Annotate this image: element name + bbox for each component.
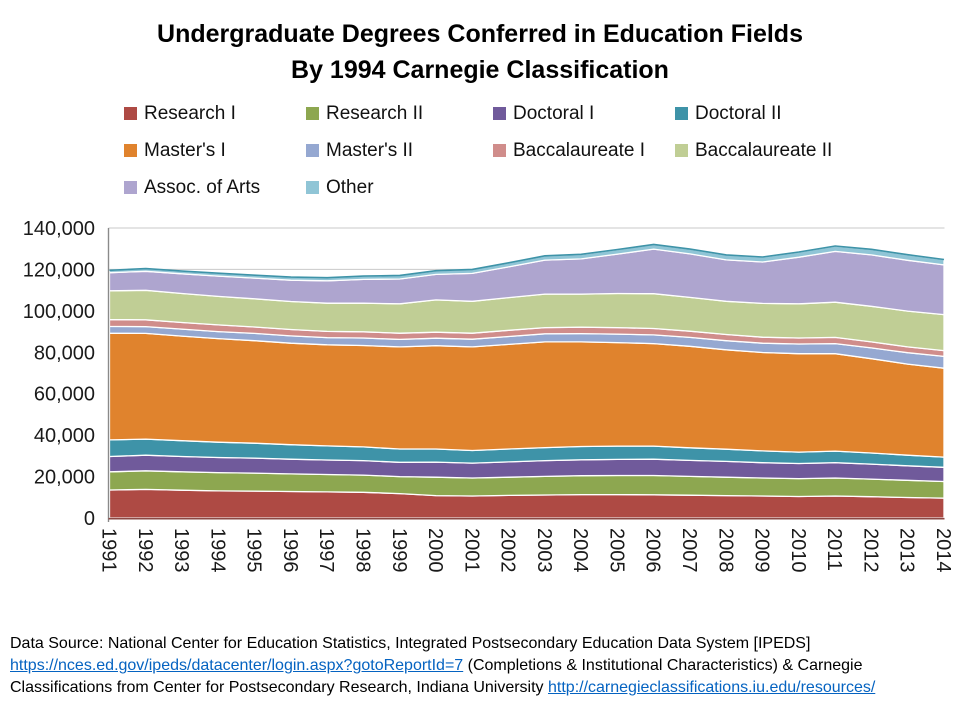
legend-swatch-icon — [124, 181, 137, 194]
source-line3-pre: Classifications from Center for Postseco… — [10, 679, 548, 696]
legend-swatch-icon — [306, 144, 319, 157]
y-axis-tick-label: 20,000 — [34, 467, 95, 489]
legend-item-baccalaureate-i: Baccalaureate I — [493, 137, 675, 164]
stacked-area-chart: 0 20,000 40,000 60,000 80,000 100,000 120,000 1… — [0, 210, 960, 620]
stack-top-edge — [109, 243, 945, 279]
y-axis-tick-label: 120,000 — [23, 259, 95, 281]
chart-title-line2: By 1994 Carnegie Classification — [291, 56, 669, 84]
ipeds-link[interactable]: https://nces.ed.gov/ipeds/datacenter/log… — [10, 657, 464, 674]
x-axis-tick-label: 2000 — [424, 528, 446, 573]
chart-title: Undergraduate Degrees Conferred in Educa… — [0, 16, 960, 88]
x-axis-tick-label: 2001 — [460, 528, 482, 573]
x-axis-tick-label: 1994 — [206, 528, 228, 573]
legend-label: Baccalaureate II — [695, 139, 833, 161]
chart-legend: Research I Research II Doctoral I Doctoral … — [124, 100, 885, 201]
legend-item-assoc-of-arts: Assoc. of Arts — [124, 174, 306, 201]
legend-label: Assoc. of Arts — [144, 176, 261, 198]
legend-swatch-icon — [306, 181, 319, 194]
legend-item-doctoral-i: Doctoral I — [493, 100, 675, 127]
chart-title-line1: Undergraduate Degrees Conferred in Educa… — [157, 20, 803, 48]
x-axis-tick-label: 2013 — [896, 528, 918, 573]
x-axis-tick-label: 2007 — [678, 528, 700, 573]
x-axis-tick-label: 2011 — [823, 528, 845, 571]
x-axis-tick-label: 1993 — [170, 528, 192, 573]
x-axis-tick-label: 2014 — [932, 528, 954, 573]
x-axis-tick-label: 1995 — [243, 528, 265, 573]
x-axis-tick-label: 2005 — [605, 528, 627, 573]
legend-label: Other — [326, 176, 374, 198]
y-axis-tick-label: 140,000 — [23, 218, 95, 240]
legend-item-master-s-i: Master's I — [124, 137, 306, 164]
y-axis-tick-label: 40,000 — [34, 425, 95, 447]
x-axis-tick-label: 2012 — [859, 528, 881, 573]
chart-canvas: 0 20,000 40,000 60,000 80,000 100,000 120,000 1… — [23, 218, 954, 573]
source-line2: https://nces.ed.gov/ipeds/datacenter/log… — [10, 655, 955, 677]
legend-label: Master's I — [144, 139, 226, 161]
x-axis-tick-label: 2004 — [569, 528, 591, 573]
y-axis-tick-label: 80,000 — [34, 342, 95, 364]
legend-swatch-icon — [675, 144, 688, 157]
legend-item-other: Other — [306, 174, 493, 201]
x-axis-tick-label: 2003 — [533, 528, 555, 573]
carnegie-link[interactable]: http://carnegieclassifications.iu.edu/re… — [548, 679, 876, 696]
x-axis-tick-label: 2002 — [497, 528, 519, 573]
data-source-note: Data Source: National Center for Educati… — [10, 633, 955, 699]
legend-swatch-icon — [124, 107, 137, 120]
x-axis-tick-label: 1996 — [279, 528, 301, 573]
legend-item-research-ii: Research II — [306, 100, 493, 127]
x-axis-tick-label: 2008 — [714, 528, 736, 573]
y-axis-tick-label: 0 — [84, 508, 95, 530]
legend-item-research-i: Research I — [124, 100, 306, 127]
legend-item-doctoral-ii: Doctoral II — [675, 100, 885, 127]
legend-swatch-icon — [493, 107, 506, 120]
x-axis-tick-label: 1999 — [388, 528, 410, 573]
legend-label: Research I — [144, 102, 236, 124]
y-axis-tick-label: 100,000 — [23, 301, 95, 323]
legend-label: Master's II — [326, 139, 414, 161]
legend-swatch-icon — [124, 144, 137, 157]
x-axis-tick-label: 1998 — [351, 528, 373, 573]
legend-label: Doctoral II — [695, 102, 782, 124]
source-line2-rest: (Completions & Institutional Characteris… — [463, 657, 863, 674]
x-axis-tick-label: 2009 — [751, 528, 773, 573]
legend-label: Doctoral I — [513, 102, 595, 124]
legend-swatch-icon — [306, 107, 319, 120]
source-line3: Classifications from Center for Postseco… — [10, 677, 955, 699]
source-line1: Data Source: National Center for Educati… — [10, 635, 811, 652]
x-axis-tick-label: 2010 — [787, 528, 809, 573]
x-axis-tick-label: 1991 — [98, 528, 120, 573]
legend-swatch-icon — [675, 107, 688, 120]
legend-label: Research II — [326, 102, 424, 124]
x-axis-tick-label: 1997 — [315, 528, 337, 573]
legend-swatch-icon — [493, 144, 506, 157]
x-axis-tick-label: 2006 — [642, 528, 664, 573]
y-axis-tick-label: 60,000 — [34, 384, 95, 406]
x-axis-tick-label: 1992 — [134, 528, 156, 573]
legend-label: Baccalaureate I — [513, 139, 646, 161]
legend-item-baccalaureate-ii: Baccalaureate II — [675, 137, 885, 164]
legend-item-master-s-ii: Master's II — [306, 137, 493, 164]
